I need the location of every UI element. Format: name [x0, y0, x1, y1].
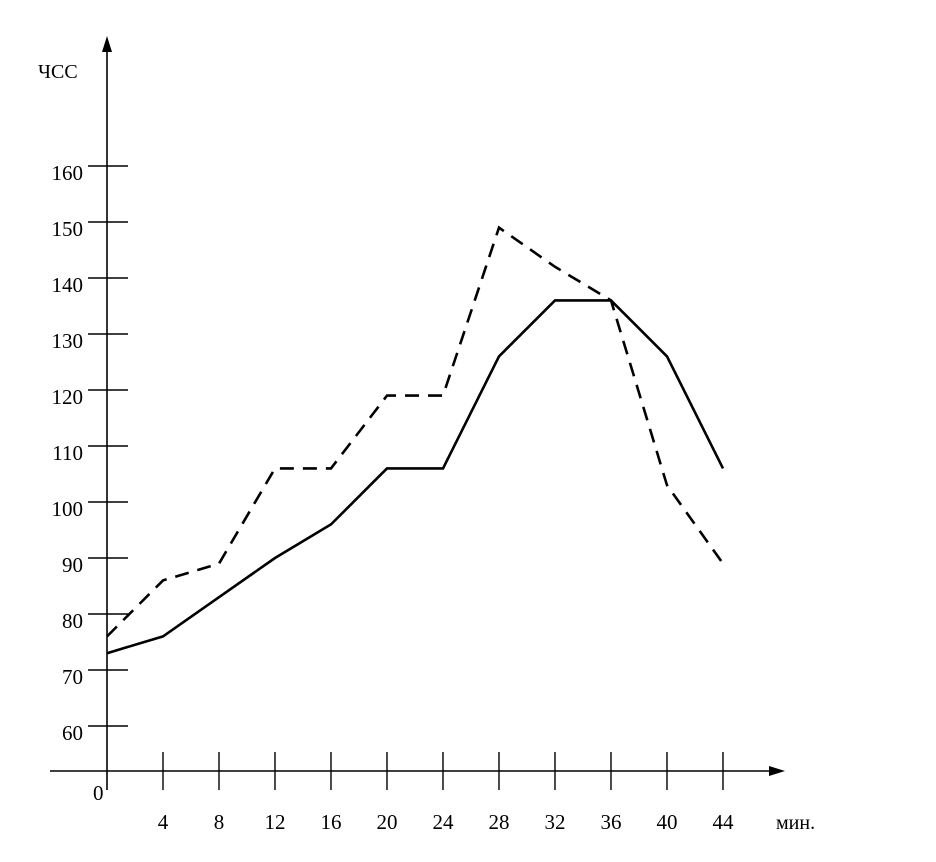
x-tick-label: 28 — [489, 810, 510, 834]
series-line-dashed — [106, 225, 725, 638]
y-tick-label: 140 — [52, 273, 84, 297]
y-tick-label: 60 — [62, 721, 83, 745]
x-tick-label: 40 — [657, 810, 678, 834]
y-axis-arrow — [102, 36, 112, 52]
x-tick-label: 16 — [321, 810, 342, 834]
y-tick-label: 100 — [52, 497, 84, 521]
y-tick-label: 120 — [52, 385, 84, 409]
x-tick-label: 44 — [713, 810, 735, 834]
x-tick-label: 36 — [601, 810, 622, 834]
x-tick-label: 24 — [433, 810, 455, 834]
y-ticks: 60 70 80 90 100 110 120 130 140 150 160 — [52, 161, 128, 745]
y-tick-label: 90 — [62, 553, 83, 577]
x-axis-title: мин. — [776, 812, 815, 834]
series-line-solid — [106, 299, 725, 655]
x-tick-label: 8 — [214, 810, 225, 834]
x-ticks: 4 8 12 16 20 24 28 32 36 40 44 — [158, 752, 734, 834]
origin-label: 0 — [93, 781, 104, 805]
x-axis-arrow — [769, 766, 785, 776]
y-tick-label: 130 — [52, 329, 84, 353]
y-axis-title: ЧСС — [38, 61, 78, 83]
y-tick-label: 80 — [62, 609, 83, 633]
y-tick-label: 110 — [52, 441, 83, 465]
y-tick-label: 160 — [52, 161, 84, 185]
x-tick-label: 4 — [158, 810, 169, 834]
x-tick-label: 12 — [265, 810, 286, 834]
y-tick-label: 150 — [52, 217, 84, 241]
x-tick-label: 32 — [545, 810, 566, 834]
x-tick-label: 20 — [377, 810, 398, 834]
y-tick-label: 70 — [62, 665, 83, 689]
series-layer — [106, 225, 725, 655]
